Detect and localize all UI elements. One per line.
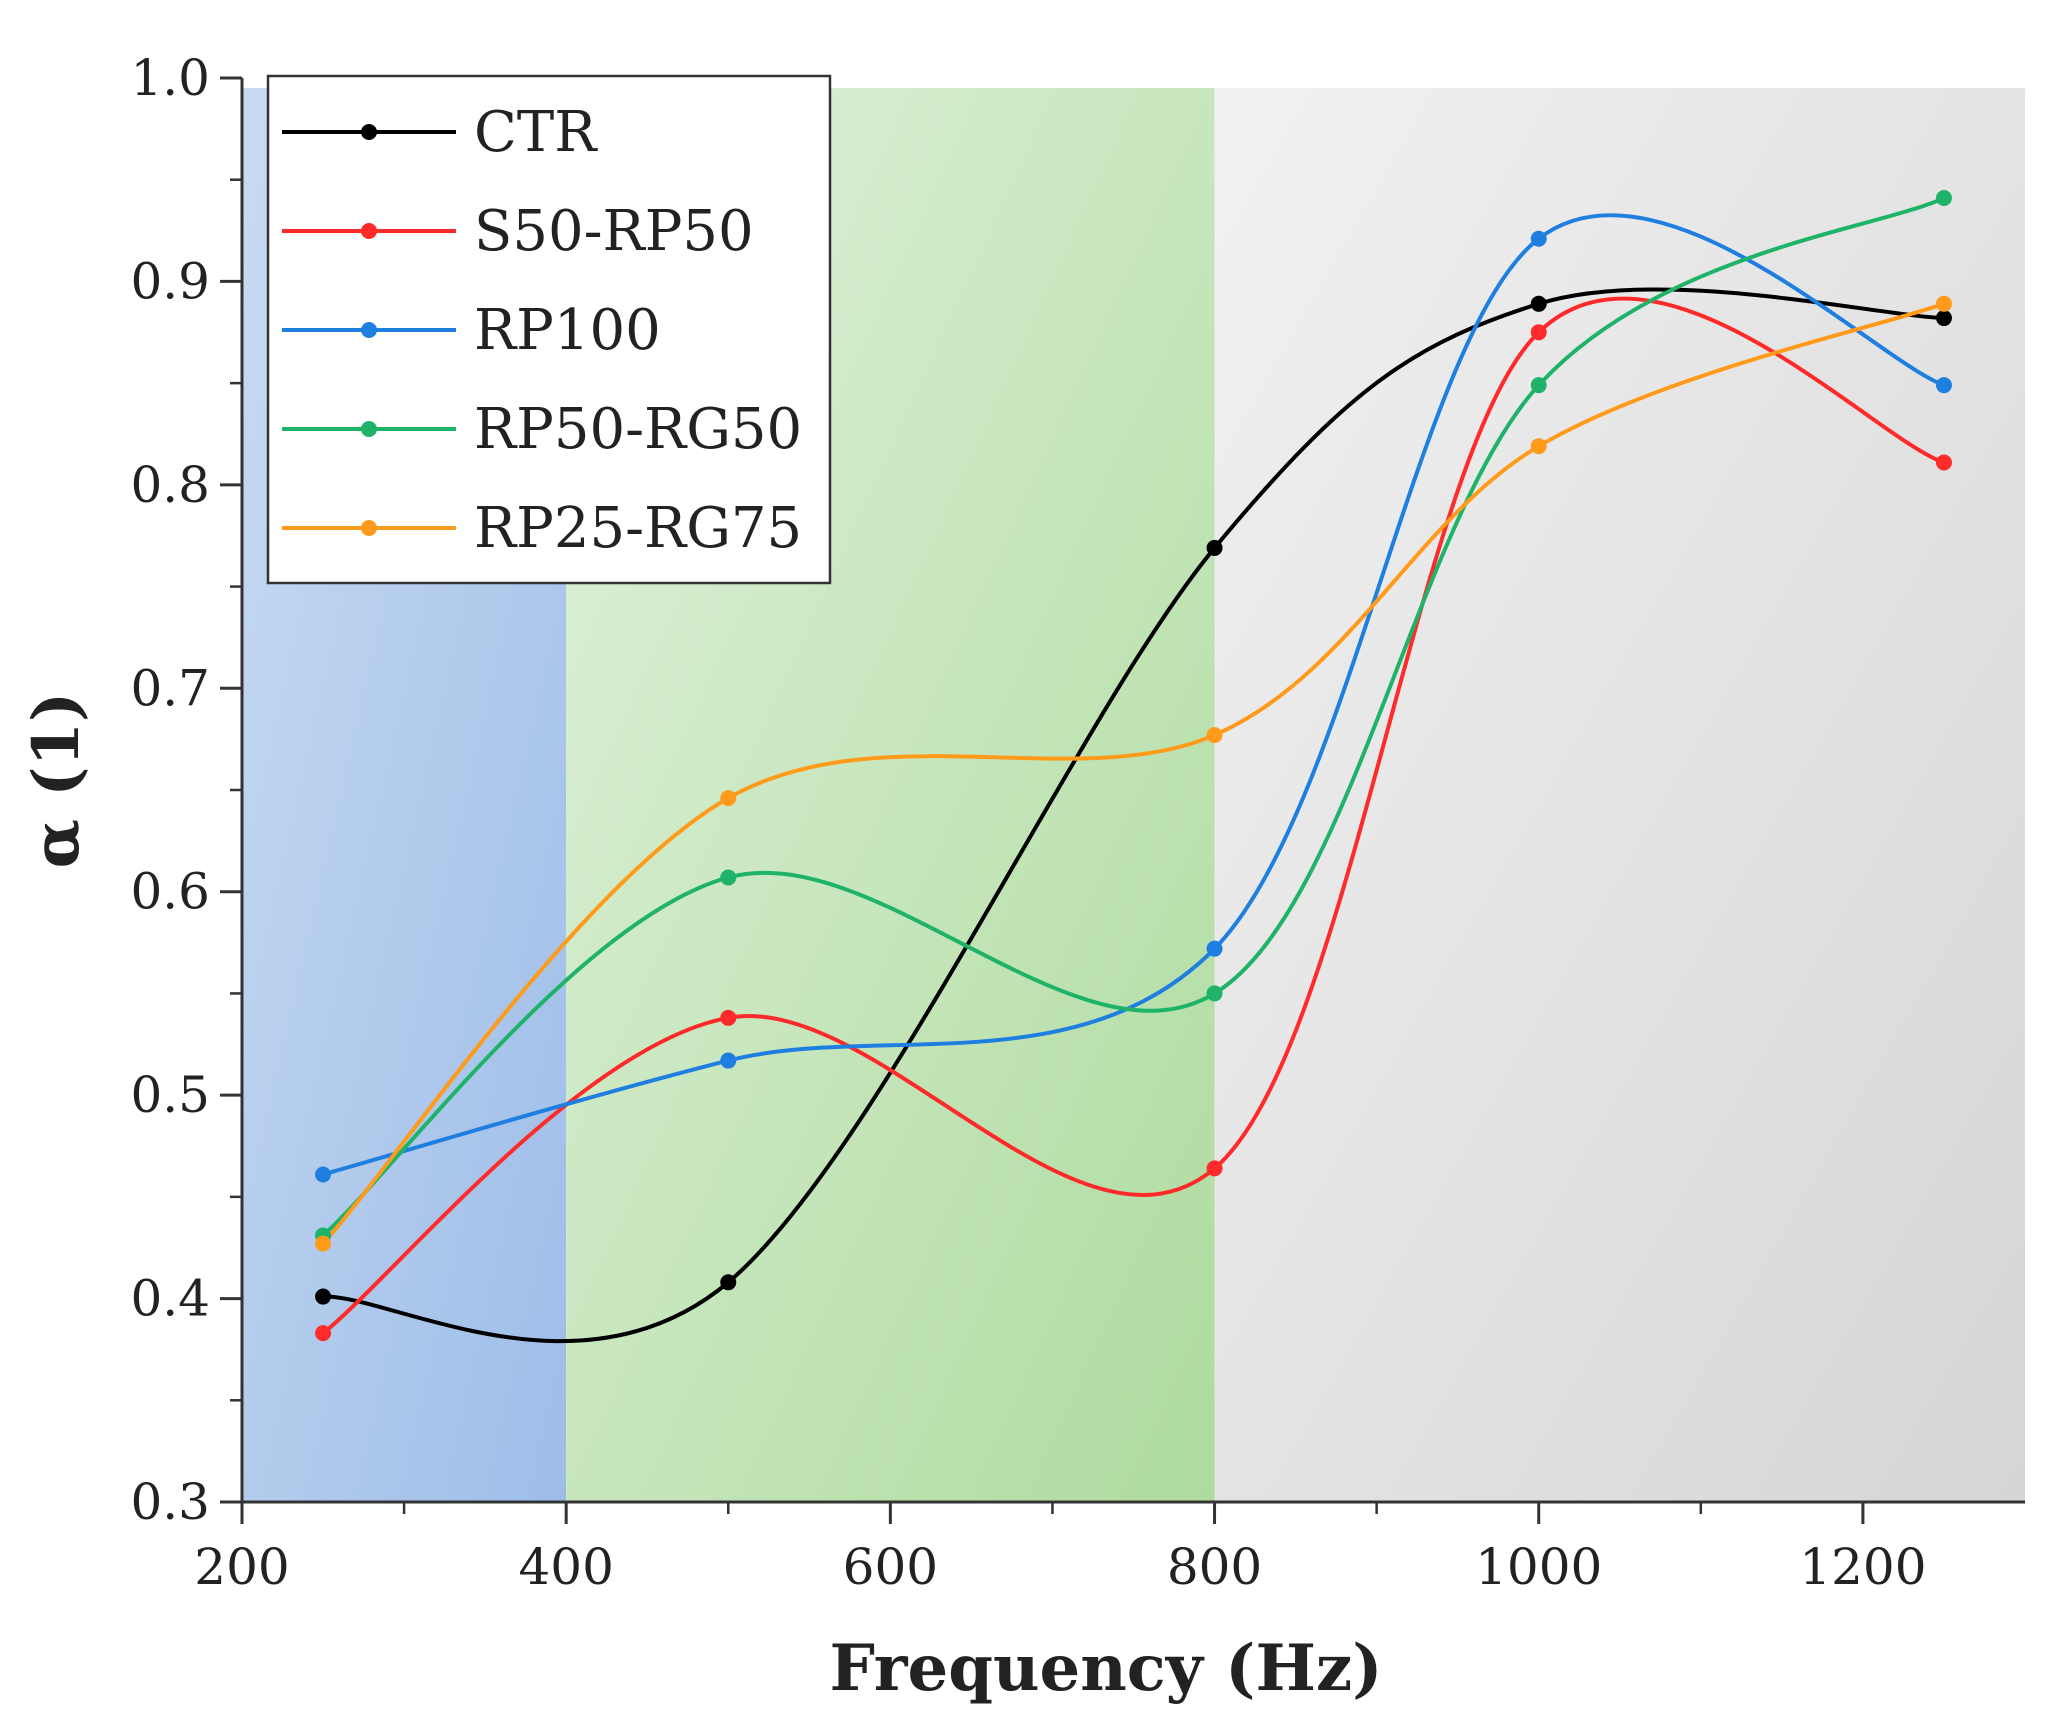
y-tick-label: 0.8 — [130, 456, 210, 514]
legend-marker-rp100 — [361, 322, 377, 338]
data-point-ctr — [1530, 295, 1547, 312]
x-axis-title: Frequency (Hz) — [829, 1631, 1382, 1706]
data-point-rp25-rg75 — [720, 790, 737, 807]
legend-label-rp100: RP100 — [474, 298, 661, 363]
x-tick-label: 600 — [843, 1538, 938, 1596]
x-tick-label: 400 — [518, 1538, 613, 1596]
y-tick-label: 0.3 — [130, 1473, 210, 1531]
data-point-rp100 — [1935, 377, 1952, 394]
legend-marker-s50-rp50 — [361, 223, 377, 239]
x-tick-label: 800 — [1167, 1538, 1262, 1596]
x-tick-label: 1000 — [1475, 1538, 1602, 1596]
axes: 200 400 600 800 1000 1200 0.3 0.4 0.5 0.6 0.7 0.8 0.… — [130, 49, 2025, 1596]
data-point-rp25-rg75 — [315, 1235, 332, 1252]
data-point-rp25-rg75 — [1935, 295, 1952, 312]
data-point-rp50-rg50 — [720, 869, 737, 886]
legend-marker-rp25-rg75 — [361, 520, 377, 536]
legend-marker-rp50-rg50 — [361, 421, 377, 437]
data-point-ctr — [1935, 310, 1952, 327]
data-point-rp100 — [315, 1166, 332, 1183]
data-point-rp50-rg50 — [1935, 190, 1952, 207]
data-point-rp25-rg75 — [1206, 727, 1223, 744]
y-tick-label: 1.0 — [130, 49, 210, 107]
data-point-rp50-rg50 — [1530, 377, 1547, 394]
data-point-rp100 — [1530, 230, 1547, 247]
legend-marker-ctr — [361, 124, 377, 140]
data-point-s50-rp50 — [1935, 454, 1952, 471]
series-line-ctr — [322, 287, 1945, 1344]
data-point-s50-rp50 — [1530, 324, 1547, 341]
legend-box — [266, 74, 832, 585]
series-line-rp25-rg75 — [321, 301, 1945, 1245]
y-axis-title: α (1) — [19, 692, 94, 869]
legend-label-rp25-rg75: RP25-RG75 — [474, 496, 802, 561]
data-point-s50-rp50 — [1206, 1160, 1223, 1177]
y-tick-label: 0.7 — [130, 659, 210, 717]
legend-label-rp50-rg50: RP50-RG50 — [474, 397, 802, 462]
legend-label-s50-rp50: S50-RP50 — [474, 199, 754, 264]
data-point-ctr — [315, 1288, 332, 1305]
data-point-rp100 — [720, 1052, 737, 1069]
data-point-ctr — [720, 1274, 737, 1291]
data-point-rp25-rg75 — [1530, 438, 1547, 455]
series-line-rp100 — [322, 213, 1945, 1177]
legend-label-ctr: CTR — [474, 100, 598, 165]
data-point-s50-rp50 — [720, 1009, 737, 1026]
y-tick-label: 0.6 — [130, 863, 210, 921]
legend: CTR S50-RP50 RP100 RP50-RG50 RP25-RG75 — [266, 74, 832, 585]
x-tick-label: 1200 — [1799, 1538, 1926, 1596]
data-point-rp50-rg50 — [1206, 985, 1223, 1002]
high-frequency-band — [1214, 88, 2025, 1502]
y-tick-label: 0.9 — [130, 252, 210, 310]
data-points — [315, 190, 1952, 1342]
x-tick-label: 200 — [194, 1538, 289, 1596]
data-point-ctr — [1206, 539, 1223, 556]
y-tick-label: 0.4 — [130, 1270, 210, 1328]
y-tick-label: 0.5 — [130, 1066, 210, 1124]
data-point-s50-rp50 — [315, 1325, 332, 1342]
data-point-rp100 — [1206, 940, 1223, 957]
series-line-s50-rp50 — [321, 296, 1945, 1335]
